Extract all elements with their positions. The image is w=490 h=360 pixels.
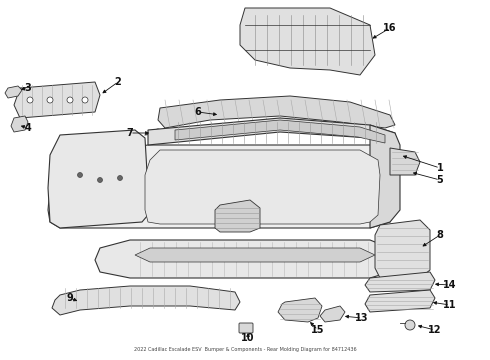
Circle shape [82, 97, 88, 103]
Polygon shape [48, 130, 148, 228]
Polygon shape [278, 298, 322, 322]
Circle shape [67, 97, 73, 103]
Polygon shape [215, 200, 260, 232]
Polygon shape [135, 248, 375, 262]
Text: 11: 11 [443, 300, 457, 310]
Text: 8: 8 [437, 230, 443, 240]
Polygon shape [365, 290, 435, 312]
Circle shape [47, 97, 53, 103]
Polygon shape [365, 272, 435, 292]
Polygon shape [175, 120, 385, 143]
Circle shape [77, 172, 82, 177]
Text: 2022 Cadillac Escalade ESV  Bumper & Components - Rear Molding Diagram for 84712: 2022 Cadillac Escalade ESV Bumper & Comp… [134, 347, 356, 352]
Polygon shape [52, 286, 240, 315]
Text: 4: 4 [24, 123, 31, 133]
Polygon shape [145, 150, 380, 224]
Text: 9: 9 [67, 293, 74, 303]
Text: 7: 7 [126, 128, 133, 138]
Text: 16: 16 [383, 23, 397, 33]
Text: 10: 10 [241, 333, 255, 343]
Text: 2: 2 [115, 77, 122, 87]
Circle shape [27, 97, 33, 103]
Polygon shape [320, 306, 345, 322]
Circle shape [118, 175, 122, 180]
Circle shape [405, 320, 415, 330]
Polygon shape [240, 8, 375, 75]
Text: 6: 6 [195, 107, 201, 117]
Polygon shape [390, 148, 420, 175]
Polygon shape [95, 240, 395, 278]
FancyBboxPatch shape [239, 323, 253, 333]
Text: 14: 14 [443, 280, 457, 290]
Polygon shape [48, 145, 395, 228]
Polygon shape [158, 96, 395, 128]
Circle shape [154, 129, 162, 137]
Polygon shape [148, 118, 395, 145]
Text: 5: 5 [437, 175, 443, 185]
Polygon shape [14, 82, 100, 118]
Text: 15: 15 [311, 325, 325, 335]
Polygon shape [370, 125, 400, 228]
Polygon shape [375, 220, 430, 278]
Text: 3: 3 [24, 83, 31, 93]
Circle shape [98, 177, 102, 183]
Polygon shape [11, 116, 28, 132]
Text: 13: 13 [355, 313, 369, 323]
Text: 1: 1 [437, 163, 443, 173]
Text: 12: 12 [428, 325, 442, 335]
Polygon shape [5, 86, 22, 98]
